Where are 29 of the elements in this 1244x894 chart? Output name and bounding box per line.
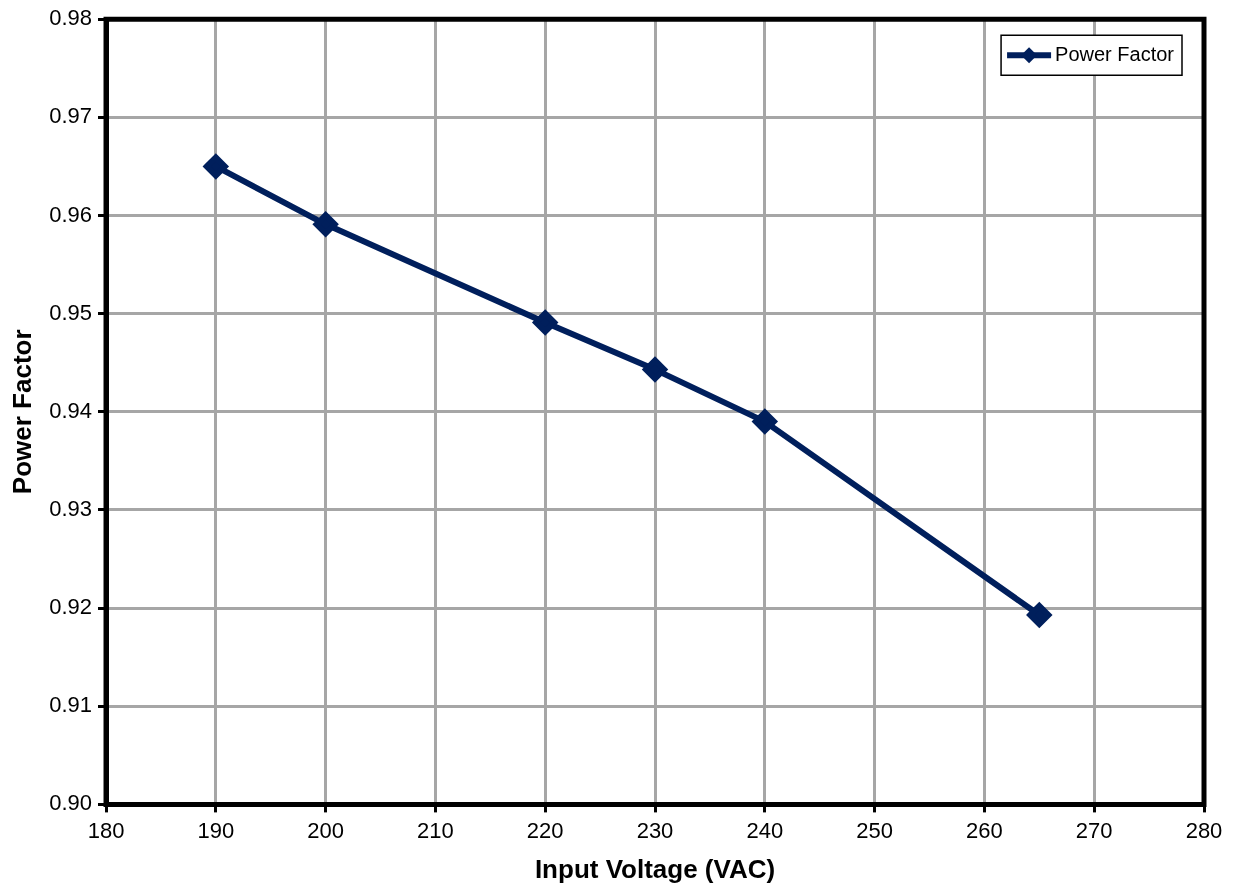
x-tick-label: 210 <box>417 817 454 843</box>
y-axis-title: Power Factor <box>6 329 37 495</box>
y-tick-label: 0.92 <box>49 594 93 620</box>
x-tick-label: 230 <box>636 817 674 843</box>
x-tick-label: 270 <box>1075 817 1113 843</box>
legend-label: Power Factor <box>1055 42 1175 65</box>
point <box>313 212 338 237</box>
point <box>643 357 668 382</box>
x-tick-label: 280 <box>1185 817 1223 843</box>
point <box>203 154 228 179</box>
y-tick-label: 0.96 <box>49 201 93 227</box>
y-tick-label: 0.98 <box>49 5 93 31</box>
y-tick-label: 0.91 <box>49 692 93 718</box>
x-tick-label: 250 <box>856 817 893 843</box>
y-tick-label: 0.95 <box>49 299 93 325</box>
y-tick-label: 0.93 <box>49 496 93 522</box>
y-tick-label: 0.94 <box>49 397 93 423</box>
x-tick-label: 220 <box>526 817 564 843</box>
x-tick-label: 260 <box>966 817 1003 843</box>
x-tick-label: 190 <box>197 817 235 843</box>
x-tick-label: 240 <box>746 817 784 843</box>
point <box>752 409 777 434</box>
x-tick-label: 200 <box>307 817 344 843</box>
x-tick-label: 180 <box>87 817 125 843</box>
y-tick-label: 0.97 <box>49 103 93 129</box>
y-tick-label: 0.90 <box>49 790 93 816</box>
point <box>533 310 558 335</box>
x-axis-title: Input Voltage (VAC) <box>534 853 776 884</box>
point <box>1027 602 1052 627</box>
